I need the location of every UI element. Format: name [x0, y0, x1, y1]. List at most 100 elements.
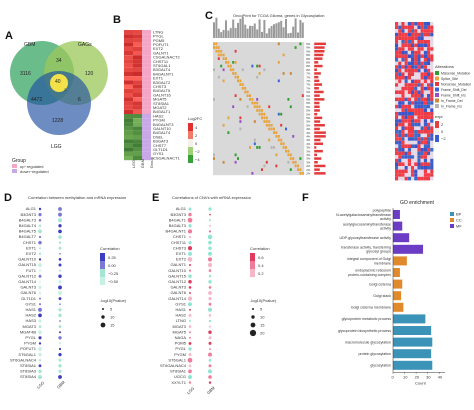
oncoprint-top-bar	[215, 17, 218, 38]
oncoprint-expr-cell	[404, 25, 408, 30]
oncoprint-expr-cell	[404, 158, 408, 163]
venn-count-gags-lgg: 6	[78, 97, 81, 103]
oncoprint-expr-cell	[420, 43, 424, 48]
oncoprint-alteration	[258, 146, 261, 149]
heatmap-b-cell	[124, 55, 133, 60]
heatmap-b-legend-swatch	[188, 139, 193, 147]
dotplot-point	[58, 347, 62, 351]
heatmap-b-gene-label: CHST3	[153, 84, 167, 89]
dotplot-point	[58, 308, 62, 312]
oncoprint-expr-cell	[417, 173, 421, 177]
dotplot-point	[188, 302, 192, 307]
oncoprint-alteration	[241, 68, 244, 72]
oncoprint-expr-cell	[407, 61, 411, 66]
oncoprint-expr-cell	[395, 25, 399, 30]
oncoprint-expr-cell	[395, 162, 399, 166]
dotplot-gene-label: ST6GALNAC4	[10, 357, 37, 362]
heatmap-b-cell	[133, 97, 142, 102]
oncoprint-expr-cell	[401, 144, 405, 148]
oncoprint-alteration	[258, 109, 261, 112]
oncoprint-expr-cell	[401, 173, 405, 177]
heatmap-b-col-label: LGG	[131, 160, 136, 168]
oncoprint-expr-cell	[404, 169, 408, 174]
heatmap-b-gene-label: DSEL	[153, 134, 164, 139]
oncoprint-row-bar	[314, 153, 318, 157]
oncoprint-expr-cell	[423, 162, 427, 166]
dotplot-gene-label: LTNG	[176, 318, 186, 323]
go-chart-title: GO enrichment	[400, 200, 435, 206]
dotplot-point	[208, 369, 212, 374]
go-category-label: activity	[380, 217, 391, 221]
heatmap-b-cell	[133, 101, 142, 106]
heatmap-b-col-label: Group	[149, 156, 154, 168]
oncoprint-expr-cell	[407, 58, 411, 62]
dotplot-point	[38, 240, 42, 245]
dotplot-gene-label: HAS1	[26, 307, 37, 312]
dotplot-cor-swatch	[250, 253, 255, 261]
oncoprint-expr-cell	[398, 158, 402, 163]
oncoprint-expr-cell	[423, 137, 427, 141]
oncoprint-alteration	[222, 68, 225, 72]
oncoprint-expr-cell	[427, 36, 431, 40]
heatmap-b-group-cell	[142, 55, 151, 60]
dotplot-gene-label: GALNT3	[20, 285, 36, 290]
oncoprint-alteration	[285, 149, 287, 153]
heatmap-b-gene-label: B4GALT5	[153, 88, 171, 93]
oncoprint-expr-cell	[411, 155, 415, 159]
oncoprint-alteration	[249, 98, 251, 101]
oncoprint-row-bar	[314, 61, 319, 64]
oncoprint-expr-cell	[414, 155, 418, 159]
oncoprint-expr-cell	[430, 94, 434, 98]
oncoprint-alteration	[217, 57, 220, 60]
oncoprint-expr-cell	[420, 169, 424, 174]
dotplot-point	[39, 247, 41, 250]
oncoprint-expr-cell	[414, 176, 418, 181]
oncoprint-expr-cell	[404, 29, 408, 33]
oncoprint-alteration	[292, 160, 295, 164]
oncoprint-alteration	[268, 120, 271, 123]
oncoprint-alteration	[277, 135, 280, 138]
oncoprint-expr-cell	[420, 29, 424, 33]
oncoprint-expr-cell	[423, 86, 427, 91]
oncoprint-row-bar	[314, 149, 323, 153]
oncoprint-alteration	[289, 105, 292, 109]
oncoprint-top-bar	[249, 25, 251, 38]
oncoprint-expr-cell	[395, 158, 399, 163]
oncoprint-expr-cell	[407, 115, 411, 120]
oncoprint-expr-cell	[401, 101, 405, 105]
heatmap-b-cell	[124, 126, 133, 131]
oncoprint-expr-cell	[420, 86, 424, 91]
oncoprint-expr-cell	[417, 58, 421, 62]
oncoprint-expr-cell	[395, 36, 399, 40]
oncoprint-alteration	[244, 86, 247, 90]
oncoprint-expr-cell	[407, 176, 411, 181]
venn-count-gbm-only: 3116	[20, 71, 31, 77]
oncoprint-alteration	[215, 42, 218, 46]
dotplot-point	[59, 331, 61, 334]
heatmap-b-cell	[124, 67, 133, 72]
oncoprint-alteration	[258, 105, 261, 109]
dotplot-point	[58, 325, 62, 329]
oncoprint-expr-cell	[417, 68, 421, 73]
oncoprint-expr-cell	[423, 54, 427, 58]
oncoprint-expr-cell	[404, 22, 408, 26]
oncoprint-expr-cell	[411, 133, 415, 138]
oncoprint-expr-cell	[404, 104, 408, 109]
heatmap-b-cell	[133, 80, 142, 85]
heatmap-b-group-cell	[142, 147, 151, 152]
heatmap-b-gene-label: B4GALT4	[153, 130, 171, 135]
oncoprint-alteration	[234, 160, 237, 164]
dotplot-d: Correlation between methylation and mRNA…	[10, 195, 127, 390]
oncoprint-alteration	[232, 68, 235, 72]
oncoprint-row-bar	[314, 168, 320, 171]
oncoprint-expr-cell	[398, 32, 402, 37]
oncoprint-alteration	[280, 138, 283, 142]
oncoprint-alteration	[220, 64, 223, 68]
heatmap-b-group-cell	[142, 101, 151, 106]
heatmap-b-cell	[133, 63, 142, 68]
dotplot-gene-label: NAGA	[175, 335, 187, 340]
panel-c: C OncoPrint for TCGA Glioma, genes in Gl…	[205, 8, 474, 183]
oncoprint-expr-cell	[427, 115, 431, 120]
go-category-label: UDP-glycosyltransferase activity	[339, 236, 391, 240]
oncoprint-expr-cell	[420, 144, 424, 148]
